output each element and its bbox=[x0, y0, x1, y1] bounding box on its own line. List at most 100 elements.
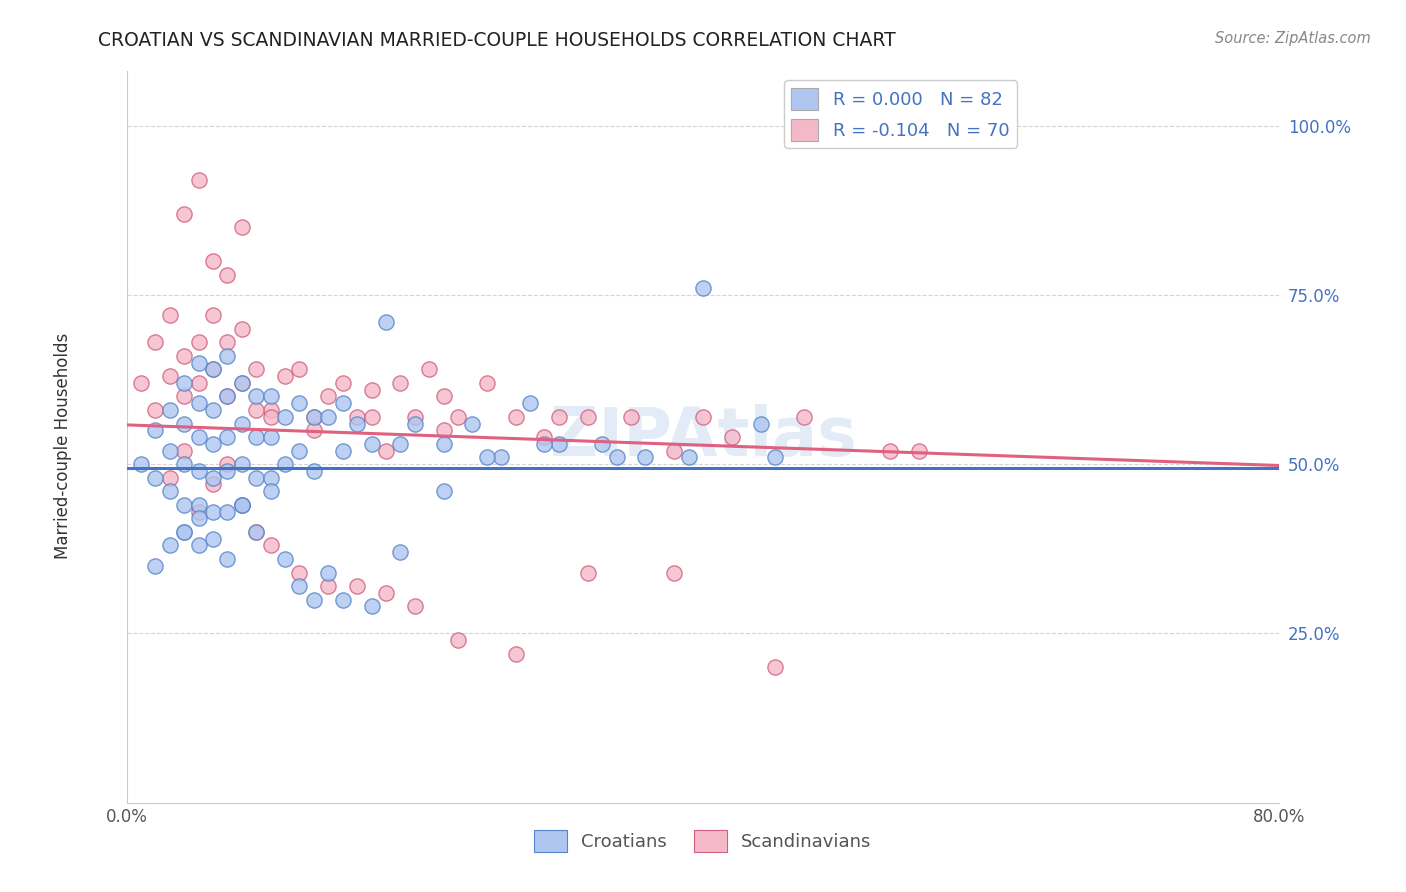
Point bbox=[187, 511, 209, 525]
Point bbox=[173, 206, 195, 220]
Text: Source: ZipAtlas.com: Source: ZipAtlas.com bbox=[1215, 31, 1371, 46]
Point bbox=[259, 409, 281, 424]
Point bbox=[173, 389, 195, 403]
Point bbox=[159, 538, 181, 552]
Point bbox=[202, 437, 225, 451]
Point bbox=[274, 369, 297, 384]
Point bbox=[202, 471, 225, 485]
Point bbox=[202, 254, 225, 268]
Point bbox=[763, 660, 786, 674]
Point bbox=[173, 417, 195, 431]
Point bbox=[793, 409, 815, 424]
Point bbox=[187, 464, 209, 478]
Point bbox=[202, 308, 225, 322]
Point bbox=[231, 457, 253, 471]
Text: CROATIAN VS SCANDINAVIAN MARRIED-COUPLE HOUSEHOLDS CORRELATION CHART: CROATIAN VS SCANDINAVIAN MARRIED-COUPLE … bbox=[98, 31, 896, 50]
Point bbox=[433, 484, 456, 499]
Point bbox=[475, 450, 498, 465]
Point bbox=[389, 437, 412, 451]
Point bbox=[231, 498, 253, 512]
Point bbox=[245, 471, 267, 485]
Point bbox=[519, 396, 541, 410]
Point bbox=[360, 437, 382, 451]
Point bbox=[202, 362, 225, 376]
Point bbox=[259, 389, 281, 403]
Point bbox=[548, 437, 571, 451]
Point bbox=[259, 430, 281, 444]
Point bbox=[346, 579, 368, 593]
Point bbox=[389, 376, 412, 390]
Point bbox=[187, 355, 209, 369]
Point bbox=[346, 409, 368, 424]
Point bbox=[217, 335, 239, 350]
Point bbox=[231, 417, 253, 431]
Point bbox=[217, 430, 239, 444]
Point bbox=[620, 409, 643, 424]
Point bbox=[418, 362, 440, 376]
Point bbox=[245, 524, 267, 539]
Point bbox=[879, 443, 901, 458]
Point bbox=[187, 376, 209, 390]
Point bbox=[374, 586, 398, 600]
Point bbox=[217, 349, 239, 363]
Point bbox=[217, 505, 239, 519]
Point bbox=[360, 599, 382, 614]
Point bbox=[217, 457, 239, 471]
Point bbox=[664, 566, 686, 580]
Point bbox=[505, 409, 527, 424]
Point bbox=[302, 409, 325, 424]
Point bbox=[259, 538, 281, 552]
Point bbox=[302, 409, 325, 424]
Point bbox=[533, 430, 555, 444]
Point bbox=[720, 430, 742, 444]
Point bbox=[591, 437, 613, 451]
Point bbox=[129, 376, 152, 390]
Point bbox=[187, 430, 209, 444]
Point bbox=[447, 633, 470, 648]
Point bbox=[202, 362, 225, 376]
Point bbox=[274, 409, 297, 424]
Point bbox=[187, 505, 209, 519]
Point bbox=[302, 592, 325, 607]
Point bbox=[187, 335, 209, 350]
Point bbox=[749, 417, 772, 431]
Point bbox=[187, 498, 209, 512]
Point bbox=[288, 362, 311, 376]
Point bbox=[159, 443, 181, 458]
Point bbox=[231, 322, 253, 336]
Point bbox=[173, 524, 195, 539]
Legend: Croatians, Scandinavians: Croatians, Scandinavians bbox=[527, 823, 879, 860]
Point bbox=[576, 409, 599, 424]
Point bbox=[332, 443, 354, 458]
Point bbox=[173, 457, 195, 471]
Point bbox=[302, 464, 325, 478]
Point bbox=[374, 315, 398, 329]
Point bbox=[606, 450, 628, 465]
Point bbox=[231, 498, 253, 512]
Point bbox=[288, 579, 311, 593]
Point bbox=[274, 457, 297, 471]
Point bbox=[217, 464, 239, 478]
Point bbox=[332, 376, 354, 390]
Point bbox=[318, 579, 340, 593]
Point bbox=[173, 524, 195, 539]
Text: ZIPAtlas: ZIPAtlas bbox=[550, 404, 856, 470]
Point bbox=[763, 450, 786, 465]
Point bbox=[245, 362, 267, 376]
Point bbox=[202, 532, 225, 546]
Point bbox=[173, 498, 195, 512]
Point bbox=[318, 566, 340, 580]
Point bbox=[245, 389, 267, 403]
Point bbox=[678, 450, 700, 465]
Point bbox=[202, 477, 225, 491]
Point bbox=[259, 484, 281, 499]
Point bbox=[433, 423, 456, 437]
Point bbox=[404, 409, 426, 424]
Point bbox=[159, 471, 181, 485]
Point bbox=[217, 552, 239, 566]
Point bbox=[217, 389, 239, 403]
Point bbox=[145, 558, 166, 573]
Point bbox=[217, 389, 239, 403]
Point bbox=[187, 396, 209, 410]
Point bbox=[245, 403, 267, 417]
